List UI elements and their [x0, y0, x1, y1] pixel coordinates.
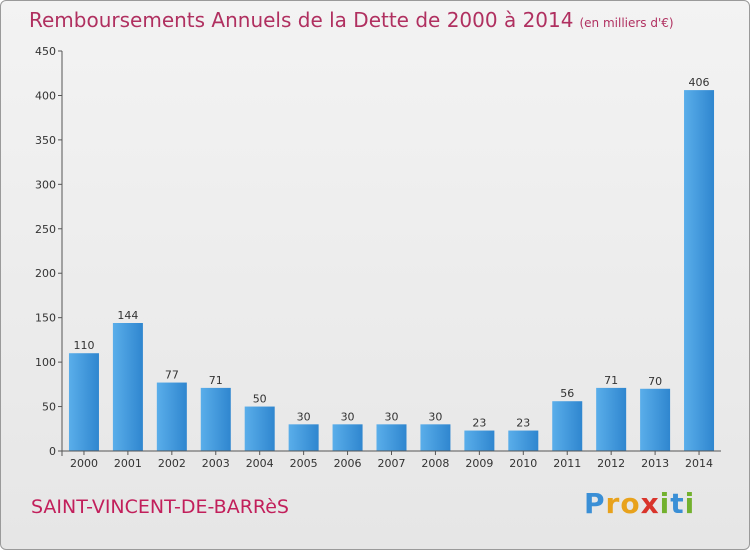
- bar-value-label: 71: [604, 374, 618, 387]
- bar-2004[interactable]: [244, 406, 275, 451]
- bar-value-label: 30: [341, 410, 355, 423]
- bar-2001[interactable]: [112, 323, 143, 451]
- axes-group: 0 50 100 150 200 250 300 350 400 450 2000 2001 2002 2…: [35, 45, 721, 470]
- logo-letter: r: [605, 487, 621, 520]
- bar-value-label: 50: [253, 393, 267, 406]
- x-tick-label: 2008: [421, 457, 449, 470]
- y-tick-label: 250: [35, 223, 56, 236]
- x-tick-label: 2009: [465, 457, 493, 470]
- bar-value-label: 23: [472, 417, 486, 430]
- bar-value-label: 406: [689, 76, 710, 89]
- x-tick-label: 2010: [509, 457, 537, 470]
- y-tick-label: 350: [35, 134, 56, 147]
- x-tick-label: 2014: [685, 457, 713, 470]
- bar-2002[interactable]: [156, 382, 187, 451]
- logo-letter: t: [670, 487, 685, 520]
- bars-group: 110 144 77 71 50 30 30 30 30 23 23 56 71 70 406: [68, 76, 715, 451]
- logo-letter: x: [640, 487, 660, 520]
- bar-2011[interactable]: [552, 401, 583, 451]
- logo-letter: i: [659, 487, 671, 520]
- bar-value-label: 30: [385, 410, 399, 423]
- bar-2014[interactable]: [684, 90, 715, 451]
- x-tick-label: 2004: [246, 457, 274, 470]
- bar-value-label: 77: [165, 369, 179, 382]
- y-tick-label: 450: [35, 45, 56, 58]
- commune-name: SAINT-VINCENT-DE-BARRèS: [31, 496, 289, 518]
- proxiti-logo[interactable]: Proxiti: [584, 487, 695, 520]
- y-tick-label: 100: [35, 356, 56, 369]
- bar-value-label: 144: [117, 309, 138, 322]
- x-tick-label: 2011: [553, 457, 581, 470]
- logo-letter: P: [584, 487, 606, 520]
- bar-value-label: 30: [428, 410, 442, 423]
- bar-value-label: 30: [297, 410, 311, 423]
- x-tick-label: 2001: [114, 457, 142, 470]
- unit-label: (en milliers d'€): [579, 16, 674, 30]
- bar-2000[interactable]: [68, 353, 99, 451]
- y-tick-label: 150: [35, 312, 56, 325]
- y-tick-label: 200: [35, 267, 56, 280]
- x-tick-label: 2006: [334, 457, 362, 470]
- logo-letter: o: [620, 487, 641, 520]
- bar-value-label: 56: [560, 387, 574, 400]
- bar-value-label: 70: [648, 375, 662, 388]
- x-tick-label: 2000: [70, 457, 98, 470]
- x-tick-label: 2012: [597, 457, 625, 470]
- bar-2005[interactable]: [288, 424, 319, 451]
- chart-title: Remboursements Annuels de la Dette de 20…: [29, 8, 674, 32]
- y-tick-label: 0: [49, 445, 56, 458]
- bar-value-label: 110: [73, 339, 94, 352]
- bar-2010[interactable]: [508, 430, 539, 451]
- bar-2013[interactable]: [640, 388, 671, 451]
- bar-2012[interactable]: [596, 387, 627, 451]
- y-tick-label: 400: [35, 89, 56, 102]
- logo-letter: i: [684, 487, 696, 520]
- chart-title-text: Remboursements Annuels de la Dette de 20…: [29, 8, 574, 32]
- x-tick-label: 2002: [158, 457, 186, 470]
- bar-2003[interactable]: [200, 387, 231, 451]
- bar-2006[interactable]: [332, 424, 363, 451]
- bar-value-label: 71: [209, 374, 223, 387]
- y-tick-label: 300: [35, 178, 56, 191]
- y-tick-label: 50: [42, 401, 56, 414]
- bar-value-label: 23: [516, 417, 530, 430]
- x-tick-label: 2007: [378, 457, 406, 470]
- x-tick-label: 2005: [290, 457, 318, 470]
- x-tick-label: 2013: [641, 457, 669, 470]
- bar-2009[interactable]: [464, 430, 495, 451]
- bar-2007[interactable]: [376, 424, 407, 451]
- bar-2008[interactable]: [420, 424, 451, 451]
- x-tick-label: 2003: [202, 457, 230, 470]
